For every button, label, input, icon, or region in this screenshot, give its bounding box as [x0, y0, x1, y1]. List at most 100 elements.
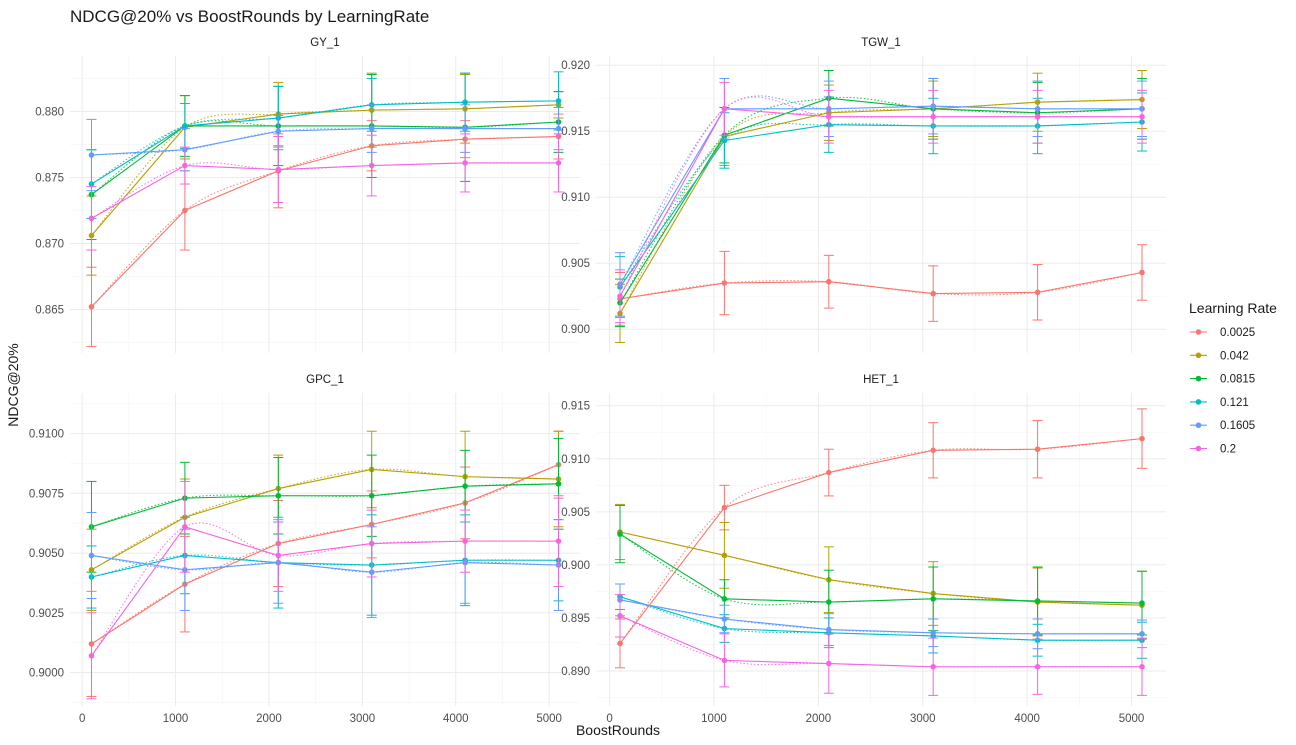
- x-tick-label: 5000: [1119, 713, 1145, 725]
- y-tick-label: 0.880: [35, 106, 64, 118]
- legend-item: 0.121: [1190, 397, 1249, 409]
- legend-label: 0.121: [1220, 397, 1249, 409]
- x-tick-label: 3000: [910, 713, 936, 725]
- legend-label: 0.0815: [1220, 374, 1255, 386]
- series-line: [619, 271, 1143, 300]
- series-0.2: [86, 480, 564, 700]
- data-point: [721, 280, 728, 286]
- data-point: [182, 162, 188, 169]
- data-point: [368, 162, 375, 169]
- series-trend-line: [619, 533, 1143, 606]
- data-point: [1139, 435, 1145, 442]
- data-point: [555, 98, 562, 104]
- x-tick-label: 3000: [350, 713, 376, 725]
- series-line: [619, 531, 1143, 606]
- series-line: [619, 99, 1143, 314]
- legend-label: 0.1605: [1220, 420, 1255, 432]
- panel-grid: [70, 393, 580, 706]
- series-0.2: [615, 594, 1147, 696]
- data-point: [826, 113, 832, 120]
- data-point: [1034, 289, 1041, 296]
- series-trend-line: [619, 599, 1142, 635]
- data-point: [88, 552, 95, 559]
- x-tick-label: 0: [79, 713, 85, 725]
- series-0.121: [615, 92, 1147, 318]
- data-point: [88, 653, 95, 659]
- data-point: [930, 447, 936, 454]
- data-point: [1139, 631, 1145, 637]
- legend-item: 0.2: [1190, 444, 1236, 456]
- y-tick-label: 0.920: [561, 60, 590, 72]
- series-0.042: [86, 72, 564, 276]
- series-0.121: [86, 514, 564, 616]
- data-point: [368, 492, 375, 499]
- series-line: [91, 554, 559, 573]
- legend-key-point: [1195, 399, 1202, 405]
- data-point: [1034, 631, 1041, 637]
- series-0.2: [86, 133, 564, 251]
- data-point: [368, 540, 375, 547]
- legend-key-point: [1195, 422, 1202, 429]
- series-line: [91, 162, 559, 219]
- y-tick-label: 0.875: [35, 172, 64, 184]
- facet-panels: GY_10.8650.8700.8750.880TGW_10.9000.9050…: [29, 37, 1166, 725]
- series-line: [91, 128, 559, 156]
- y-tick-label: 0.900: [561, 324, 590, 336]
- legend-key-point: [1195, 352, 1202, 359]
- series-line: [91, 104, 559, 236]
- series-line: [619, 438, 1143, 644]
- series-trend-line: [619, 531, 1143, 606]
- x-axis-title: BoostRounds: [576, 722, 660, 738]
- data-point: [826, 469, 832, 476]
- panel-title: TGW_1: [861, 37, 901, 49]
- series-line: [619, 97, 1143, 304]
- x-tick-label: 4000: [1014, 713, 1040, 725]
- data-point: [555, 160, 562, 166]
- x-tick-label: 1000: [163, 713, 189, 725]
- series-line: [91, 100, 559, 185]
- panel-title: GY_1: [310, 37, 339, 49]
- y-tick-label: 0.915: [561, 401, 590, 413]
- data-point: [555, 125, 562, 132]
- series-trend-line: [91, 468, 559, 571]
- data-point: [721, 106, 728, 112]
- data-point: [930, 629, 936, 636]
- y-tick-label: 0.9025: [29, 608, 64, 620]
- data-point: [275, 552, 282, 559]
- y-axis-title: NDCG@20%: [5, 343, 21, 426]
- data-point: [826, 660, 832, 667]
- legend-label: 0.0025: [1220, 327, 1255, 339]
- legend-label: 0.2: [1220, 444, 1236, 456]
- data-point: [555, 538, 562, 544]
- data-point: [368, 125, 375, 132]
- data-point: [182, 207, 188, 214]
- chart-title: NDCG@20% vs BoostRounds by LearningRate: [70, 7, 429, 26]
- data-point: [1139, 663, 1145, 670]
- y-tick-label: 0.870: [35, 238, 64, 250]
- data-point: [721, 657, 728, 664]
- y-tick-label: 0.905: [561, 507, 590, 519]
- legend-item: 0.0025: [1190, 327, 1255, 339]
- data-point: [462, 99, 468, 105]
- data-point: [275, 128, 282, 135]
- y-tick-label: 0.9075: [29, 488, 64, 500]
- y-tick-label: 0.905: [561, 258, 590, 270]
- series-line: [619, 121, 1143, 288]
- data-point: [930, 663, 936, 670]
- x-tick-label: 5000: [536, 713, 562, 725]
- series-line: [91, 526, 559, 657]
- data-point: [182, 123, 188, 129]
- data-point: [1139, 600, 1145, 606]
- data-point: [930, 290, 936, 297]
- x-tick-label: 2000: [806, 713, 832, 725]
- data-point: [617, 531, 623, 537]
- series-0.2: [615, 81, 1147, 324]
- legend-key-point: [1195, 329, 1202, 335]
- series-0.0025: [615, 408, 1147, 669]
- data-point: [721, 504, 728, 511]
- data-point: [930, 113, 936, 120]
- data-point: [721, 616, 728, 622]
- series-0.042: [615, 503, 1147, 640]
- data-point: [1139, 269, 1145, 276]
- data-point: [275, 492, 282, 499]
